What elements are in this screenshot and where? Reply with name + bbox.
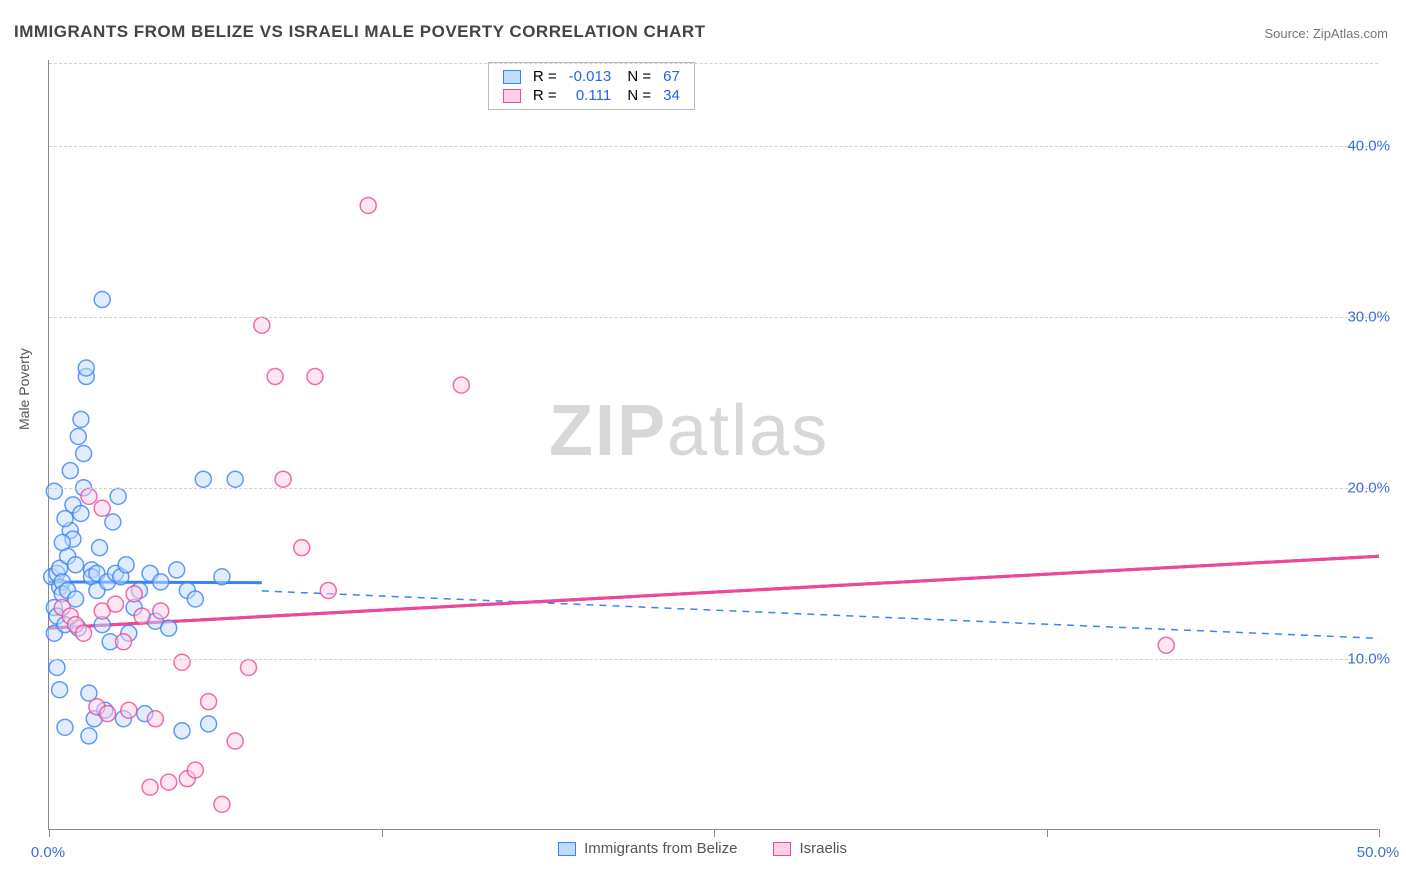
- grid-line: [49, 659, 1378, 660]
- legend-item: Israelis: [773, 840, 847, 857]
- x-tick: [49, 829, 50, 837]
- y-tick-label: 20.0%: [1347, 479, 1390, 496]
- x-tick-label: 50.0%: [1357, 844, 1400, 861]
- n-value-1: 67: [657, 67, 686, 86]
- r-value-1: -0.013: [563, 67, 618, 86]
- source-attribution: Source: ZipAtlas.com: [1264, 26, 1388, 41]
- swatch-series-1: [503, 70, 521, 84]
- plot-area: ZIPatlas R = -0.013 N = 67 R = 0.111 N =…: [48, 60, 1378, 830]
- x-tick: [714, 829, 715, 837]
- chart-container: IMMIGRANTS FROM BELIZE VS ISRAELI MALE P…: [0, 0, 1406, 892]
- series-legend: Immigrants from Belize Israelis: [540, 840, 865, 860]
- stats-row-series-1: R = -0.013 N = 67: [497, 67, 686, 86]
- grid-line: [49, 488, 1378, 489]
- stats-legend: R = -0.013 N = 67 R = 0.111 N = 34: [488, 62, 695, 110]
- grid-line: [49, 146, 1378, 147]
- chart-title: IMMIGRANTS FROM BELIZE VS ISRAELI MALE P…: [14, 22, 706, 42]
- x-tick: [1379, 829, 1380, 837]
- legend-label: Immigrants from Belize: [584, 840, 737, 857]
- chart-svg: [49, 60, 1378, 829]
- y-axis-label: Male Poverty: [16, 348, 32, 430]
- swatch-icon: [773, 842, 791, 856]
- x-tick-label: 0.0%: [31, 844, 65, 861]
- y-tick-label: 30.0%: [1347, 308, 1390, 325]
- r-value-2: 0.111: [563, 86, 618, 105]
- legend-label: Israelis: [799, 840, 847, 857]
- stats-row-series-2: R = 0.111 N = 34: [497, 86, 686, 105]
- n-value-2: 34: [657, 86, 686, 105]
- grid-line: [49, 63, 1378, 64]
- x-tick: [1047, 829, 1048, 837]
- y-tick-label: 40.0%: [1347, 137, 1390, 154]
- swatch-icon: [558, 842, 576, 856]
- grid-line: [49, 317, 1378, 318]
- legend-item: Immigrants from Belize: [558, 840, 737, 857]
- y-tick-label: 10.0%: [1347, 650, 1390, 667]
- x-tick: [382, 829, 383, 837]
- swatch-series-2: [503, 89, 521, 103]
